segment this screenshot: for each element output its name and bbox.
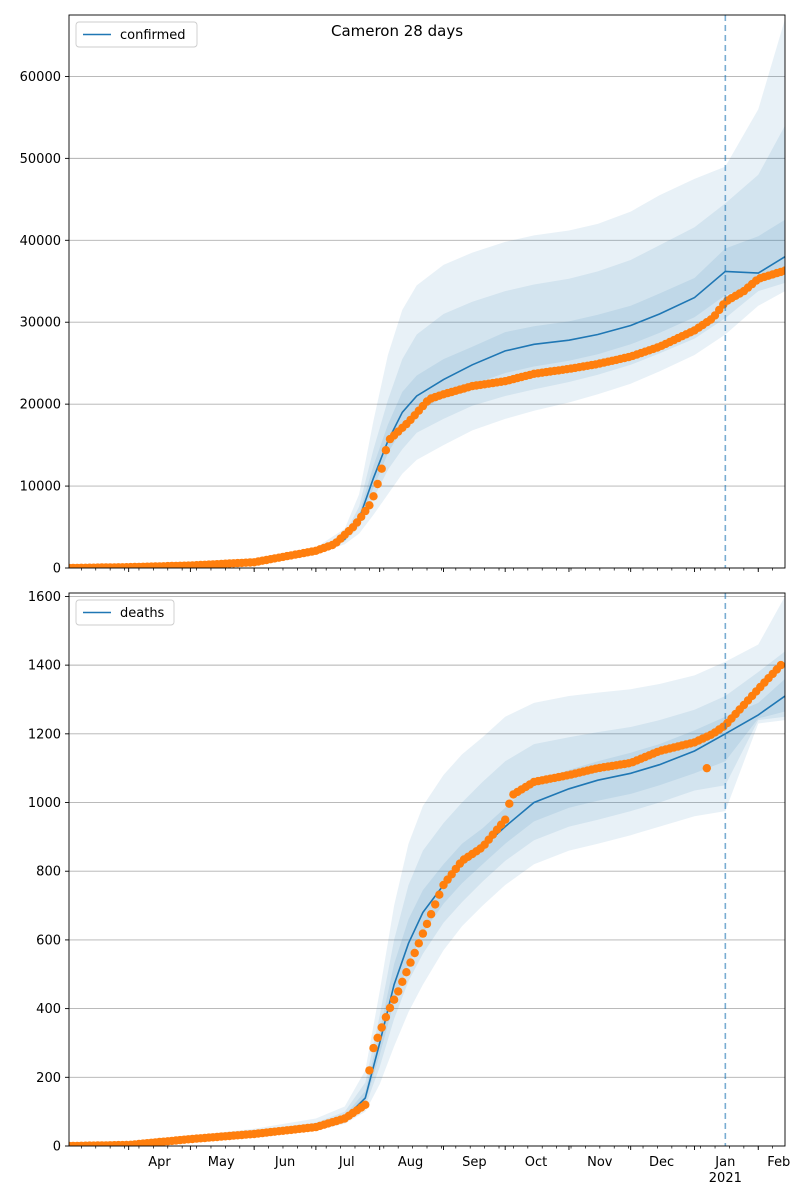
observed-point	[414, 939, 423, 948]
y-tick-label: 50000	[20, 152, 61, 167]
observed-point	[369, 492, 378, 501]
uncertainty-band-2	[69, 678, 785, 1146]
y-tick-label: 0	[53, 1140, 61, 1155]
observed-point	[431, 900, 440, 909]
y-tick-label: 30000	[20, 316, 61, 331]
y-tick-label: 0	[53, 562, 61, 577]
observed-point	[377, 464, 386, 473]
observed-point	[418, 929, 428, 938]
x-tick-label: Feb	[767, 1155, 790, 1170]
chart-panel-0: 0 10000 20000 30000 40000 50000 60000 Cameron 2…	[20, 14, 786, 577]
x-tick-year-label: 2021	[709, 1171, 742, 1186]
x-tick-label: Jan	[714, 1155, 735, 1170]
uncertainty-band-0	[69, 596, 785, 1146]
x-tick-label: Aug	[398, 1155, 423, 1170]
observed-point	[780, 266, 785, 275]
observed-point	[365, 501, 374, 510]
observed-point	[505, 799, 514, 808]
observed-point	[422, 919, 432, 929]
observed-point	[410, 948, 419, 958]
observed-point	[385, 1003, 395, 1013]
observed-point	[361, 506, 370, 516]
x-tick-label: Dec	[649, 1155, 674, 1170]
y-tick-label: 40000	[20, 234, 61, 249]
legend-label: confirmed	[120, 28, 186, 43]
x-tick-label: May	[208, 1155, 235, 1170]
y-tick-label: 60000	[20, 70, 61, 85]
y-tick-label: 1400	[28, 659, 61, 674]
y-tick-label: 800	[36, 865, 61, 880]
x-tick-label: Sep	[462, 1155, 487, 1170]
chart-title: Cameron 28 days	[331, 22, 463, 40]
uncertainty-band-1	[69, 651, 785, 1146]
x-tick-label: Jun	[274, 1155, 295, 1170]
legend: confirmed	[75, 21, 198, 48]
y-tick-label: 10000	[20, 480, 61, 495]
uncertainty-band-1	[69, 125, 785, 568]
y-tick-label: 20000	[20, 398, 61, 413]
observed-point	[373, 479, 382, 489]
plot-area	[69, 19, 785, 568]
observed-point	[398, 977, 407, 986]
y-tick-label: 600	[36, 933, 61, 948]
observed-point	[381, 1013, 391, 1022]
observed-point	[406, 958, 415, 967]
observed-point	[373, 1033, 382, 1043]
legend-label: deaths	[120, 606, 165, 621]
observed-point	[361, 1100, 370, 1110]
legend: deaths	[75, 599, 175, 626]
legend-box	[75, 21, 198, 48]
observed-point	[394, 987, 403, 996]
observed-point	[435, 890, 444, 899]
y-tick-label: 200	[36, 1071, 61, 1086]
y-tick-label: 1000	[28, 796, 61, 811]
x-tick-label: Jul	[338, 1155, 355, 1170]
observed-point	[365, 1066, 374, 1075]
legend-box	[75, 599, 175, 626]
x-tick-label: Apr	[148, 1155, 171, 1170]
observed-point	[426, 910, 436, 919]
x-tick-label: Oct	[525, 1155, 547, 1170]
plot-area	[69, 596, 785, 1146]
uncertainty-band-2	[69, 219, 785, 568]
y-tick-label: 1200	[28, 727, 61, 742]
chart-panel-1: 0 200 400 600 800 1000 1200 1400 1600 Apr May Jun Ju…	[28, 590, 790, 1186]
observed-point	[369, 1043, 378, 1053]
observed-point	[402, 968, 411, 977]
observed-point	[377, 1023, 386, 1032]
observed-point	[776, 660, 785, 670]
observed-point	[702, 763, 712, 773]
observed-point	[381, 446, 391, 455]
observed-point	[389, 995, 399, 1004]
observed-point	[501, 815, 510, 824]
uncertainty-band-0	[69, 19, 785, 568]
x-tick-label: Nov	[587, 1155, 613, 1170]
y-tick-label: 1600	[28, 590, 61, 605]
y-tick-label: 400	[36, 1002, 61, 1017]
